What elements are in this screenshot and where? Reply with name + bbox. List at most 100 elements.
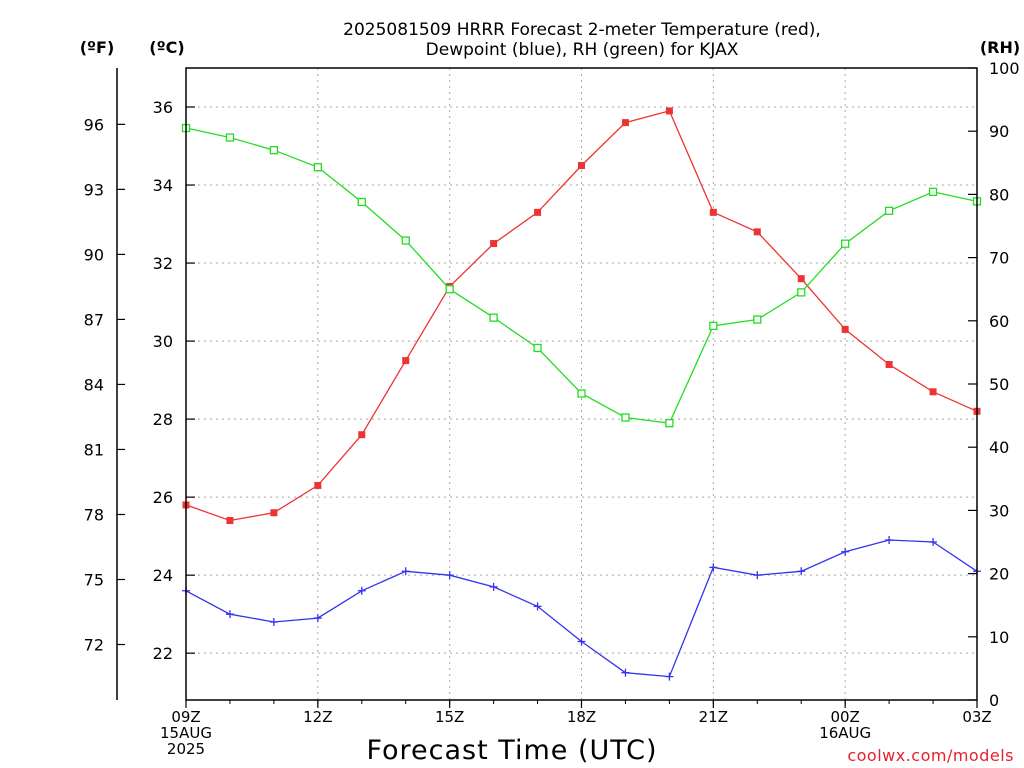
dewpoint-point bbox=[841, 547, 850, 556]
rh-series bbox=[181, 123, 982, 428]
dewpoint-point bbox=[401, 567, 410, 576]
rh-point bbox=[884, 206, 894, 215]
rh-tick-label: 0 bbox=[989, 691, 999, 710]
x-tick-label: 00Z bbox=[830, 708, 859, 726]
data-series bbox=[181, 107, 982, 681]
rh-tick-label: 60 bbox=[989, 312, 1009, 331]
rh-point bbox=[269, 146, 279, 155]
rh-unit-label: (RH) bbox=[980, 38, 1020, 57]
x-tick-label: 15AUG bbox=[160, 724, 212, 742]
rh-point bbox=[225, 133, 235, 142]
dewpoint-point bbox=[445, 571, 454, 580]
celsius-tick-label: 26 bbox=[153, 488, 173, 507]
temperature-point bbox=[841, 325, 849, 333]
x-tick-label: 16AUG bbox=[819, 724, 871, 742]
rh-point bbox=[357, 197, 366, 207]
fahrenheit-tick-label: 75 bbox=[84, 570, 104, 589]
celsius-tick-label: 24 bbox=[153, 566, 173, 585]
dewpoint-point bbox=[753, 571, 762, 580]
rh-tick-label: 80 bbox=[989, 185, 1009, 204]
temperature-point bbox=[358, 431, 366, 439]
fahrenheit-tick-label: 96 bbox=[84, 115, 104, 134]
temperature-point bbox=[578, 162, 585, 170]
credit-text: coolwx.com/models bbox=[847, 746, 1014, 765]
fahrenheit-tick-label: 90 bbox=[84, 245, 104, 264]
temperature-point bbox=[929, 388, 937, 396]
rh-tick-label: 100 bbox=[989, 59, 1020, 78]
celsius-tick-label: 28 bbox=[153, 410, 173, 429]
rh-point bbox=[445, 285, 454, 294]
fahrenheit-tick-label: 78 bbox=[84, 505, 104, 524]
x-tick-label: 2025 bbox=[167, 740, 205, 758]
fahrenheit-unit-label: (ºF) bbox=[80, 38, 115, 57]
dewpoint-point bbox=[709, 563, 718, 572]
x-axis-label: Forecast Time (UTC) bbox=[366, 735, 657, 766]
temperature-point bbox=[621, 119, 629, 127]
dewpoint-point bbox=[797, 567, 806, 576]
x-tick-label: 21Z bbox=[699, 708, 728, 726]
dewpoint-point bbox=[665, 672, 674, 681]
rh-tick-label: 20 bbox=[989, 565, 1009, 584]
rh-point bbox=[928, 187, 938, 197]
x-tick-label: 12Z bbox=[303, 708, 332, 726]
fahrenheit-tick-label: 72 bbox=[84, 636, 104, 655]
rh-point bbox=[401, 236, 410, 245]
temperature-point bbox=[402, 357, 410, 365]
temperature-point bbox=[270, 509, 278, 517]
rh-tick-label: 70 bbox=[989, 249, 1009, 268]
rh-line bbox=[185, 127, 978, 424]
fahrenheit-tick-label: 87 bbox=[84, 310, 104, 329]
rh-point bbox=[841, 239, 850, 248]
rh-point bbox=[753, 315, 762, 324]
fahrenheit-tick-label: 84 bbox=[84, 375, 104, 394]
dewpoint-point bbox=[313, 614, 322, 623]
rh-tick-label: 40 bbox=[989, 438, 1009, 457]
dewpoint-point bbox=[621, 668, 630, 677]
x-tick-label: 15Z bbox=[435, 708, 464, 726]
celsius-tick-label: 36 bbox=[153, 98, 173, 117]
rh-point bbox=[709, 321, 718, 331]
rh-point bbox=[533, 343, 542, 353]
rh-point bbox=[577, 389, 586, 398]
rh-tick-label: 50 bbox=[989, 375, 1009, 394]
plot-frame bbox=[185, 67, 978, 701]
fahrenheit-tick-label: 93 bbox=[84, 180, 104, 199]
dewpoint-point bbox=[929, 538, 938, 546]
celsius-tick-label: 22 bbox=[153, 644, 173, 663]
dewpoint-point bbox=[577, 637, 586, 646]
x-tick-label: 18Z bbox=[567, 708, 596, 726]
temperature-point bbox=[226, 517, 234, 525]
rh-point bbox=[489, 313, 498, 322]
dewpoint-point bbox=[225, 610, 234, 619]
rh-tick-label: 90 bbox=[989, 122, 1009, 141]
rh-point bbox=[665, 419, 674, 428]
celsius-unit-label: (ºC) bbox=[149, 38, 184, 57]
x-tick-label: 09Z bbox=[171, 708, 200, 726]
celsius-tick-label: 32 bbox=[153, 254, 173, 273]
temperature-point bbox=[665, 107, 673, 115]
rh-tick-label: 30 bbox=[989, 501, 1009, 520]
temperature-point bbox=[314, 481, 322, 489]
dewpoint-point bbox=[357, 586, 366, 595]
chart-title-line-2: Dewpoint (blue), RH (green) for KJAX bbox=[426, 40, 739, 60]
temperature-point bbox=[490, 240, 498, 248]
temperature-point bbox=[709, 208, 717, 216]
chart-title-line-1: 2025081509 HRRR Forecast 2-meter Tempera… bbox=[343, 20, 821, 40]
dewpoint-point bbox=[885, 536, 894, 545]
celsius-tick-label: 34 bbox=[153, 176, 173, 195]
dewpoint-point bbox=[489, 582, 498, 591]
rh-tick-label: 10 bbox=[989, 628, 1009, 647]
temperature-point bbox=[534, 208, 542, 216]
temperature-point bbox=[753, 228, 761, 236]
fahrenheit-tick-label: 81 bbox=[84, 440, 104, 459]
rh-point bbox=[313, 163, 322, 172]
temperature-point bbox=[885, 360, 893, 368]
rh-point bbox=[621, 413, 630, 422]
rh-point bbox=[797, 288, 806, 297]
celsius-tick-label: 30 bbox=[153, 332, 173, 351]
dewpoint-point bbox=[533, 602, 542, 611]
dewpoint-point bbox=[269, 617, 278, 626]
x-tick-label: 03Z bbox=[962, 708, 991, 726]
